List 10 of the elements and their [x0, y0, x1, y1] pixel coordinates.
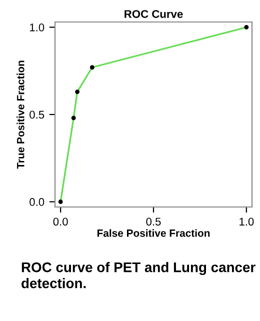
- y-tick-label: 0.0: [30, 198, 44, 206]
- y-axis-title: True Positive Fraction: [16, 60, 24, 169]
- x-tick-label: 0.0: [53, 218, 68, 226]
- x-tick-label: 1.0: [240, 218, 254, 226]
- x-axis-title: False Positive Fraction: [97, 229, 210, 237]
- text: ROC curve of PET and Lung cancer detection.: [22, 262, 256, 288]
- y-tick-label: 1.0: [30, 24, 44, 32]
- chart-title: ROC Curve: [124, 10, 183, 18]
- x-tick-label: 0.5: [146, 218, 161, 226]
- y-tick-label: 0.5: [30, 110, 44, 119]
